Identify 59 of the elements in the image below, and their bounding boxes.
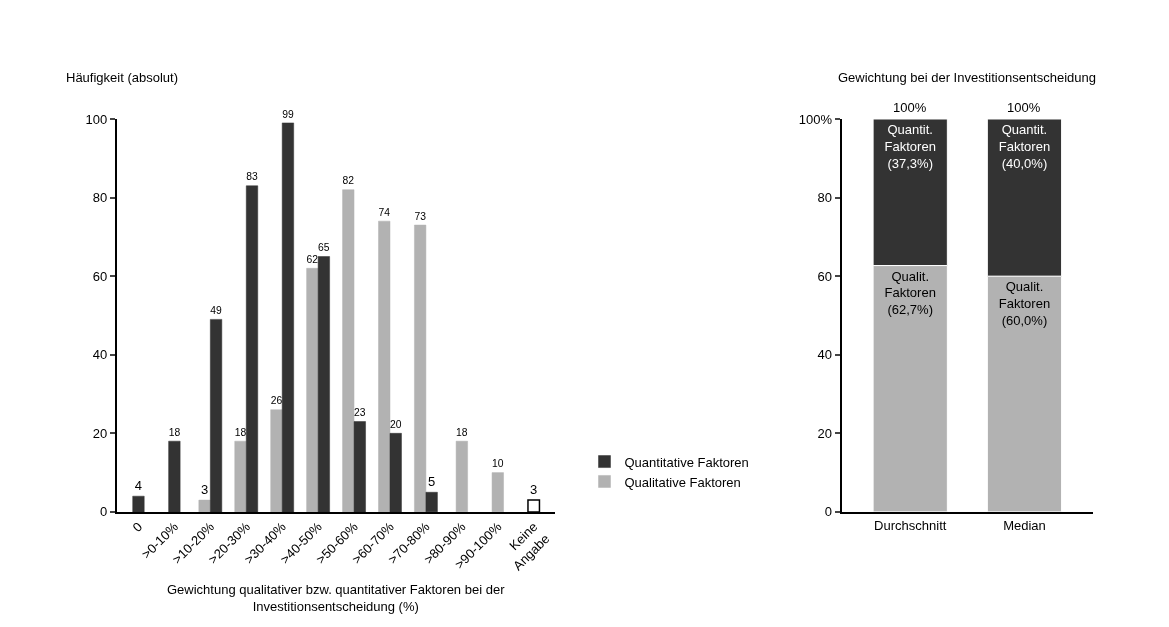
legend-label: Qualitative Faktoren: [624, 474, 741, 490]
bar: [246, 185, 258, 512]
bar: [317, 256, 330, 512]
bar: [210, 319, 223, 512]
chart-title: Gewichtung bei der Investitionsentscheidung: [838, 70, 1096, 85]
bar: [378, 220, 391, 512]
y-tick-label: 0: [100, 504, 108, 520]
data-label: 74: [378, 206, 391, 218]
data-label: 73: [414, 210, 427, 222]
legend-label: Quantitative Faktoren: [624, 454, 749, 470]
bar: [425, 492, 438, 512]
data-label: 18: [168, 426, 181, 438]
data-label: 5: [428, 474, 436, 490]
y-tick-label: 100%: [798, 111, 833, 127]
y-tick-label: 40: [92, 347, 108, 363]
x-tick-label: 0: [129, 519, 146, 535]
data-label: 10: [492, 458, 504, 470]
data-label: 3: [530, 482, 538, 498]
data-label: 82: [342, 175, 355, 187]
bar: [353, 421, 366, 512]
data-label: 83: [246, 171, 258, 183]
y-tick-label: 0: [824, 504, 833, 520]
bar: [234, 440, 247, 512]
bar: [342, 189, 355, 512]
data-label: 26: [270, 395, 283, 407]
data-label: 62: [306, 253, 319, 265]
data-label: 99: [282, 108, 294, 120]
data-label: Quantit. Faktoren (40,0%): [998, 122, 1051, 171]
data-label: 49: [210, 304, 223, 316]
bar: [198, 499, 211, 512]
y-tick-label: 20: [817, 425, 833, 441]
x-tick-label: Durchschnitt: [874, 517, 947, 533]
data-label: Quantit. Faktoren (37,3%): [884, 122, 936, 171]
y-tick-label: 60: [92, 268, 108, 284]
y-tick-label: 80: [817, 190, 833, 206]
y-tick-label: 100: [85, 111, 108, 127]
data-label: 65: [318, 242, 330, 254]
y-tick-label: 20: [92, 425, 108, 441]
data-label: 18: [234, 426, 247, 438]
bar: [270, 409, 283, 512]
data-label: 18: [456, 426, 468, 438]
total-label: 100%: [1007, 100, 1041, 115]
bar: [281, 122, 294, 512]
bar: [389, 433, 402, 512]
x-tick-label: Median: [1003, 517, 1046, 533]
y-tick-label: 40: [817, 347, 833, 363]
y-axis-title: Häufigkeit (absolut): [66, 70, 178, 85]
data-label: Qualit. Faktoren (60,0%): [998, 279, 1051, 328]
bar: [414, 224, 427, 512]
data-label: 23: [354, 407, 366, 419]
data-label: 20: [389, 418, 402, 430]
data-label: 3: [200, 482, 209, 498]
data-label: Qualit. Faktoren (62,7%): [884, 268, 936, 318]
data-label: 4: [134, 478, 143, 494]
total-label: 100%: [893, 100, 927, 115]
x-axis-title: Gewichtung qualitativer bzw. quantitativer Faktoren bei der Investitionsentscheidung (%): [167, 582, 506, 614]
bar: [306, 268, 319, 512]
y-tick-label: 80: [92, 190, 108, 206]
y-tick-label: 60: [817, 268, 833, 284]
